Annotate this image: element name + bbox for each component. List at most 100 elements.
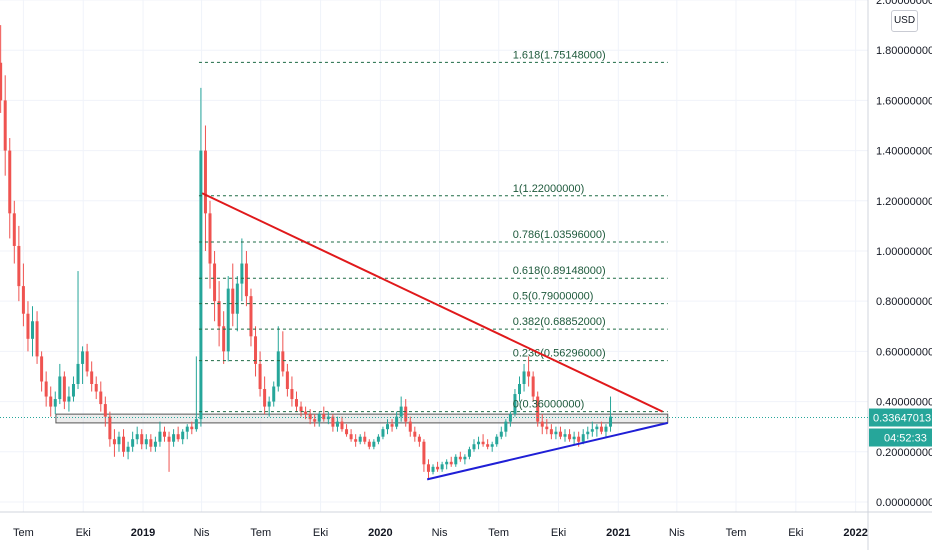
candle-body — [222, 326, 226, 352]
candle-body — [149, 439, 153, 447]
y-tick-label: 0.40000000 — [876, 397, 932, 409]
fib-level-label: 1(1.22000000) — [513, 183, 585, 195]
candle-body — [549, 429, 553, 435]
countdown-tag — [869, 428, 932, 447]
candle-body — [395, 416, 399, 427]
candle-body — [445, 461, 449, 465]
candle-body — [586, 431, 590, 435]
trendline[interactable] — [201, 192, 663, 413]
candle-body — [62, 376, 66, 402]
y-tick-label: 2.00000000 — [876, 0, 932, 7]
candle-body — [590, 429, 594, 432]
fib-level-label: 0.618(0.89148000) — [513, 265, 606, 277]
y-tick-label: 0.60000000 — [876, 346, 932, 358]
candle-body — [472, 444, 476, 450]
y-tick-label: 0.80000000 — [876, 296, 932, 308]
candle-body — [463, 456, 467, 460]
candle-body — [85, 351, 89, 372]
candle-body — [513, 394, 517, 415]
candle-body — [281, 351, 285, 372]
candle-body — [112, 439, 116, 445]
price-tag — [869, 408, 932, 427]
candle-body — [90, 371, 94, 384]
x-tick-label: Nis — [432, 527, 448, 539]
fib-retracement[interactable]: 1.618(1.75148000) 1(1.22000000) 0.786(1.03… — [198, 49, 668, 413]
candle-body — [599, 426, 603, 432]
candle-body — [181, 431, 185, 440]
candle-body — [153, 441, 157, 447]
support-zone-box[interactable] — [55, 413, 669, 424]
candle-body — [545, 426, 549, 430]
candle-body — [285, 371, 289, 390]
candle-body — [194, 419, 198, 430]
candle-body — [572, 436, 576, 440]
candle-body — [235, 283, 239, 314]
candle-body — [381, 429, 385, 437]
candle-body — [454, 456, 458, 465]
y-tick-label: 1.60000000 — [876, 95, 932, 107]
candle-body — [322, 414, 326, 420]
candle-body — [604, 426, 608, 432]
y-tick-label: 0.20000000 — [876, 447, 932, 459]
candle-body — [3, 100, 7, 151]
x-tick-label: 2021 — [606, 527, 630, 539]
candle-body — [499, 431, 503, 437]
x-tick-label: Tem — [13, 527, 34, 539]
fib-level-label: 0.786(1.03596000) — [513, 229, 606, 241]
candle-body — [94, 384, 98, 392]
candle-body — [126, 446, 130, 452]
candle-body — [481, 441, 485, 445]
candle-body — [386, 424, 390, 430]
candle-body — [122, 436, 126, 452]
candle-body — [254, 336, 258, 364]
candle-body — [135, 434, 139, 440]
candle-body — [290, 389, 294, 400]
candle-body — [495, 436, 499, 445]
trendlines[interactable] — [201, 192, 668, 481]
fib-level-label: 1.618(1.75148000) — [513, 49, 606, 61]
current-price: 0.33647013 04:52:33 — [0, 408, 932, 447]
candle-body — [431, 466, 435, 472]
candle-body — [294, 399, 298, 407]
candle-body — [244, 263, 248, 297]
candle-body — [317, 414, 321, 422]
candle-body — [540, 421, 544, 427]
x-tick-label: Nis — [669, 527, 685, 539]
trendline[interactable] — [426, 421, 668, 481]
y-tick-label: 1.80000000 — [876, 45, 932, 57]
candle-body — [71, 384, 75, 397]
candle-body — [367, 441, 371, 447]
candle-body — [17, 245, 21, 287]
candle-body — [304, 411, 308, 415]
fib-level-label: 0(0.36000000) — [513, 399, 585, 411]
x-tick-label: Nis — [194, 527, 210, 539]
candle-body — [426, 464, 430, 472]
candle-body — [436, 466, 440, 470]
fib-level-label: 0.382(0.68852000) — [513, 316, 606, 328]
candle-body — [490, 444, 494, 447]
candle-body — [258, 363, 262, 390]
candle-body — [108, 416, 112, 440]
candle-body — [103, 404, 107, 417]
currency-button[interactable]: USD — [891, 10, 918, 32]
candle-body — [531, 376, 535, 397]
x-tick-label: Eki — [76, 527, 91, 539]
candle-body — [408, 421, 412, 432]
candle-body — [21, 286, 25, 314]
candle-body — [527, 371, 531, 377]
price-tag-label: 0.33647013 — [873, 413, 931, 425]
x-tick-label: 2019 — [131, 527, 155, 539]
candle-body — [263, 389, 267, 407]
candle-body — [167, 436, 171, 442]
support-zone[interactable] — [55, 413, 669, 424]
candle-body — [81, 351, 85, 364]
candle-body — [522, 371, 526, 384]
candle-body — [363, 436, 367, 442]
candle-body — [199, 150, 203, 420]
candle-body — [358, 436, 362, 442]
candle-body — [417, 436, 421, 442]
candle-body — [504, 421, 508, 432]
